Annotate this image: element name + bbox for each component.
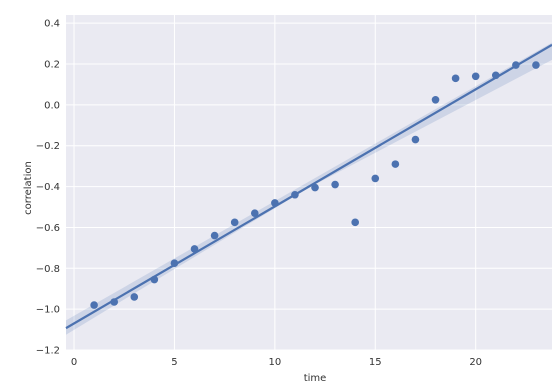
- data-point: [311, 183, 319, 192]
- y-tick-label: −0.4: [36, 182, 60, 193]
- data-point: [150, 275, 159, 284]
- x-axis-label: time: [304, 373, 327, 383]
- data-point: [190, 245, 199, 253]
- data-point: [411, 135, 420, 144]
- data-point: [532, 61, 540, 69]
- data-point: [391, 160, 400, 168]
- data-point: [451, 74, 460, 83]
- y-tick-label: −0.6: [36, 223, 60, 234]
- x-tick-label: 10: [268, 357, 281, 368]
- x-tick-label: 15: [369, 357, 382, 368]
- data-point: [431, 95, 440, 104]
- plot-background: [66, 15, 552, 350]
- data-point: [291, 190, 299, 199]
- data-point: [351, 218, 359, 227]
- scatter-points: [90, 61, 540, 309]
- regression-line: [65, 43, 552, 330]
- data-point: [130, 293, 139, 301]
- y-axis-label: correlation: [23, 161, 34, 215]
- y-tick-label: 0.4: [44, 19, 60, 30]
- data-point: [471, 72, 480, 81]
- y-tick-label: −1.2: [36, 346, 60, 357]
- data-point: [90, 301, 98, 309]
- y-tick-label: 0.2: [44, 60, 60, 71]
- x-tick-label: 20: [469, 357, 482, 368]
- data-point: [491, 71, 500, 80]
- data-point: [512, 61, 520, 69]
- data-point: [331, 180, 339, 189]
- x-tick-label: 5: [171, 357, 177, 368]
- data-point: [371, 174, 380, 183]
- x-tick-label: 0: [71, 357, 77, 368]
- x-tick-labels: 0 5 10 15 20: [71, 357, 482, 368]
- y-tick-label: −0.8: [36, 264, 60, 275]
- data-point: [110, 298, 118, 306]
- data-point: [210, 231, 219, 240]
- y-tick-label: 0.0: [44, 100, 60, 111]
- y-tick-labels: 0.4 0.2 0.0 −0.2 −0.4 −0.6 −0.8 −1.0 −1.2: [36, 19, 60, 357]
- data-point: [170, 259, 179, 267]
- data-point: [250, 209, 259, 217]
- data-point: [230, 218, 239, 227]
- y-tick-label: −0.2: [36, 141, 60, 152]
- data-point: [271, 199, 279, 207]
- y-tick-label: −1.0: [36, 305, 60, 316]
